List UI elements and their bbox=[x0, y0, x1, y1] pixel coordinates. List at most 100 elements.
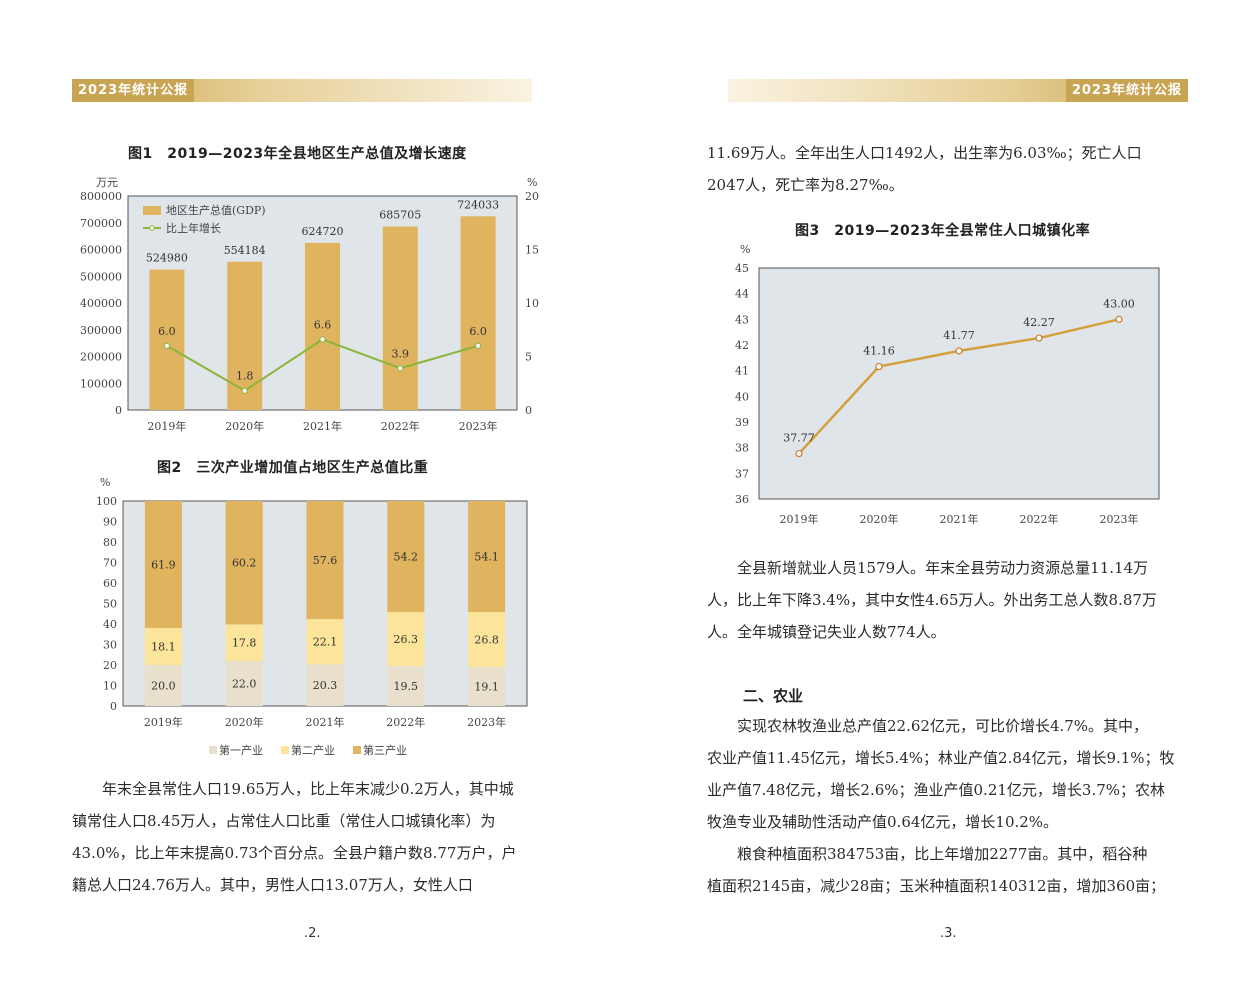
fig3-point-label: 43.00 bbox=[1103, 297, 1135, 310]
fig3-plot-area bbox=[758, 267, 1160, 500]
fig1-growth-label: 6.0 bbox=[158, 325, 176, 338]
fig2-stack-segment bbox=[306, 501, 344, 620]
fig2-legend-label: 第三产业 bbox=[363, 743, 407, 757]
fig2-x-tick-label: 2022年 bbox=[386, 715, 425, 729]
fig3-y-tick-label: 36 bbox=[735, 493, 749, 506]
employment-line-2: 人，比上年下降3.4%，其中女性4.65万人。外出务工总人数8.87万 bbox=[707, 591, 1157, 609]
fig3-urbanization-chart: 36 37 38 39 40 41 42 43 44 45 37.77 41.16 41.77 42.27… bbox=[735, 243, 1160, 526]
fig2-y-tick-label: 70 bbox=[103, 557, 117, 570]
fig1-left-tick-label: 600000 bbox=[80, 244, 122, 257]
fig2-segment-label: 19.1 bbox=[474, 680, 499, 693]
fig1-right-axis-unit: % bbox=[527, 176, 537, 189]
fig2-y-tick-label: 0 bbox=[110, 700, 117, 713]
population-line-2: 镇常住人口8.45万人，占常住人口比重（常住人口城镇化率）为 bbox=[72, 812, 496, 830]
fig1-left-tick-label: 300000 bbox=[80, 324, 122, 337]
fig1-x-tick-label: 2020年 bbox=[225, 419, 264, 433]
fig1-left-tick-label: 800000 bbox=[80, 190, 122, 203]
fig3-y-tick-label: 39 bbox=[735, 416, 749, 429]
fig2-y-tick-label: 30 bbox=[103, 639, 117, 652]
employment-paragraph: 全县新增就业人员1579人。年末全县劳动力资源总量11.14万 人，比上年下降3… bbox=[707, 552, 1188, 648]
fig2-x-tick-label: 2020年 bbox=[225, 715, 264, 729]
fig3-y-tick-label: 44 bbox=[735, 288, 749, 301]
fig1-right-tick-label: 20 bbox=[525, 190, 539, 203]
section-agriculture-heading: 二、农业 bbox=[743, 687, 804, 705]
fig2-y-tick-label: 10 bbox=[103, 680, 117, 693]
fig1-left-tick-label: 0 bbox=[115, 404, 122, 417]
fig1-growth-label: 6.6 bbox=[314, 318, 332, 331]
fig2-segment-label: 57.6 bbox=[313, 554, 338, 567]
fig2-x-tick-label: 2021年 bbox=[306, 715, 345, 729]
fig2-segment-label: 54.2 bbox=[394, 551, 419, 564]
fig2-legend-swatch bbox=[353, 746, 361, 754]
fig3-point bbox=[795, 449, 803, 458]
fig1-left-tick-label: 200000 bbox=[80, 351, 122, 364]
fig2-legend-swatch bbox=[209, 746, 217, 754]
fig2-y-tick-label: 100 bbox=[96, 495, 117, 508]
fig3-point-label: 41.77 bbox=[943, 329, 975, 342]
fig2-x-tick-label: 2023年 bbox=[467, 715, 506, 729]
fig1-right-tick-label: 15 bbox=[525, 244, 539, 257]
fig2-title: 图2 三次产业增加值占地区生产总值比重 bbox=[157, 460, 429, 476]
agri-line-1: 实现农林牧渔业总产值22.62亿元，可比价增长4.7%。其中， bbox=[737, 717, 1149, 735]
fig1-x-tick-label: 2019年 bbox=[147, 419, 186, 433]
fig2-segment-label: 20.0 bbox=[151, 680, 176, 693]
right-page-header: 2023年统计公报 bbox=[728, 79, 1188, 102]
fig2-y-tick-label: 20 bbox=[103, 659, 117, 672]
agri-line-2: 农业产值11.45亿元，增长5.4%；林业产值2.84亿元，增长9.1%；牧 bbox=[707, 749, 1175, 767]
fig2-x-tick-label: 2019年 bbox=[144, 715, 183, 729]
fig1-x-tick-label: 2022年 bbox=[381, 419, 420, 433]
fig3-axis-unit: % bbox=[740, 243, 750, 256]
fig2-legend-swatch bbox=[281, 746, 289, 754]
fig2-segment-label: 19.5 bbox=[394, 680, 419, 693]
fig3-point bbox=[1115, 315, 1123, 323]
fig3-x-tick-label: 2020年 bbox=[860, 512, 899, 526]
fig3-point-label: 41.16 bbox=[863, 345, 895, 358]
fig2-stack-segment bbox=[306, 619, 344, 665]
fig2-stack-segment bbox=[468, 666, 506, 706]
fig1-growth-point bbox=[163, 342, 171, 349]
fig3-x-tick-label: 2023年 bbox=[1100, 512, 1139, 526]
fig3-point bbox=[1035, 334, 1043, 342]
fig1-gdp-bar bbox=[149, 269, 185, 410]
fig2-y-tick-label: 80 bbox=[103, 536, 117, 549]
fig2-stack-segment bbox=[468, 611, 506, 667]
population-paragraph: 年末全县常住人口19.65万人，比上年末减少0.2万人，其中城 镇常住人口8.4… bbox=[72, 773, 553, 901]
fig2-legend-label: 第二产业 bbox=[291, 743, 335, 757]
grain-line-1: 粮食种植面积384753亩，比上年增加2277亩。其中，稻谷种 bbox=[737, 845, 1148, 863]
fig2-stack-segment bbox=[144, 501, 182, 628]
left-page-header: 2023年统计公报 bbox=[72, 79, 532, 102]
fig2-y-tick-label: 40 bbox=[103, 618, 117, 631]
fig3-y-tick-label: 42 bbox=[735, 339, 749, 352]
agriculture-paragraph: 实现农林牧渔业总产值22.62亿元，可比价增长4.7%。其中， 农业产值11.4… bbox=[707, 710, 1188, 902]
fig1-growth-label: 6.0 bbox=[469, 325, 487, 338]
fig1-x-tick-label: 2023年 bbox=[459, 419, 498, 433]
fig2-axis-unit: % bbox=[100, 476, 110, 489]
fig2-segment-label: 61.9 bbox=[151, 558, 176, 571]
fig3-y-tick-label: 40 bbox=[735, 390, 749, 403]
fig1-growth-label: 3.9 bbox=[392, 347, 410, 360]
fig3-y-tick-label: 45 bbox=[735, 262, 749, 275]
fig2-stack-segment bbox=[225, 660, 263, 706]
population-line-4: 籍总人口24.76万人。其中，男性人口13.07万人，女性人口 bbox=[72, 876, 473, 894]
fig3-title: 图3 2019—2023年全县常住人口城镇化率 bbox=[795, 223, 1091, 239]
birth-line-1: 11.69万人。全年出生人口1492人，出生率为6.03‰；死亡人口 bbox=[707, 144, 1142, 162]
fig3-x-tick-label: 2019年 bbox=[780, 512, 819, 526]
fig2-segment-label: 60.2 bbox=[232, 557, 257, 570]
population-line-1: 年末全县常住人口19.65万人，比上年末减少0.2万人，其中城 bbox=[102, 780, 514, 798]
fig1-growth-label: 1.8 bbox=[236, 370, 254, 383]
fig2-stack-segment bbox=[387, 666, 425, 706]
fig1-legend-growth-label: 比上年增长 bbox=[166, 221, 221, 235]
right-header-title: 2023年统计公报 bbox=[1065, 79, 1188, 102]
fig1-growth-point bbox=[397, 365, 404, 372]
fig1-gdp-bar bbox=[305, 242, 340, 410]
fig1-legend-gdp-label: 地区生产总值(GDP) bbox=[166, 203, 266, 217]
left-header-title: 2023年统计公报 bbox=[72, 79, 195, 102]
fig1-growth-point bbox=[241, 387, 248, 394]
fig3-point-label: 42.27 bbox=[1023, 316, 1055, 329]
fig3-y-tick-label: 43 bbox=[735, 313, 749, 326]
fig1-gdp-bar-label: 724033 bbox=[457, 198, 499, 211]
left-page-number: .2. bbox=[304, 926, 321, 941]
fig2-y-tick-label: 90 bbox=[103, 516, 117, 529]
fig3-x-tick-label: 2021年 bbox=[940, 512, 979, 526]
fig3-y-tick-label: 37 bbox=[735, 467, 749, 480]
